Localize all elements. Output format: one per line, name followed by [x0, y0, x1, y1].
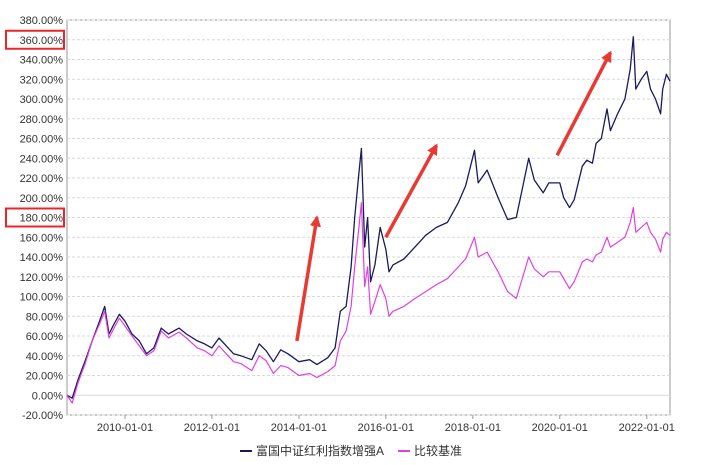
- y-tick-label: 180.00%: [20, 213, 64, 225]
- y-axis: -20.00% 0.00% 20.00% 40.00% 60.00% 80.00% 100.…: [5, 15, 65, 422]
- legend-label: 富国中证红利指数增强A: [256, 443, 384, 458]
- y-tick-label: 120.00%: [20, 272, 64, 284]
- annotation-arrow: [384, 143, 438, 239]
- x-tick-label: 2010-01-01: [97, 422, 153, 434]
- plot-area: [66, 36, 671, 404]
- highlight-box: [5, 29, 65, 50]
- annotations: [295, 50, 612, 342]
- grid-lines: [66, 19, 671, 416]
- x-axis: 2010-01-01 2012-01-01 2014-01-01 2016-01-01…: [97, 415, 675, 434]
- series-line-fund: [66, 36, 671, 399]
- y-tick-label: 20.00%: [26, 371, 64, 383]
- annotation-arrow: [295, 215, 321, 342]
- y-tick-label: 40.00%: [26, 351, 64, 363]
- y-tick-label: 300.00%: [20, 94, 64, 106]
- y-tick-label: 280.00%: [20, 114, 64, 126]
- x-tick-label: 2014-01-01: [271, 422, 327, 434]
- y-tick-label: 380.00%: [20, 15, 64, 27]
- y-tick-label: 0.00%: [32, 390, 63, 402]
- x-tick-label: 2012-01-01: [184, 422, 240, 434]
- series-line-benchmark: [66, 202, 671, 404]
- y-tick-label: 360.00%: [20, 35, 64, 47]
- y-tick-label: 200.00%: [20, 193, 64, 205]
- y-tick-label: 320.00%: [20, 74, 64, 86]
- y-tick-label: 220.00%: [20, 173, 64, 185]
- y-tick-label: 80.00%: [26, 311, 64, 323]
- legend: 富国中证红利指数增强A 比较基准: [240, 443, 462, 458]
- x-tick-label: 2016-01-01: [358, 422, 414, 434]
- y-tick-label: 340.00%: [20, 55, 64, 67]
- y-tick-label: 100.00%: [20, 292, 64, 304]
- annotation-arrow: [555, 50, 612, 157]
- legend-label: 比较基准: [414, 443, 462, 458]
- y-tick-label: 260.00%: [20, 134, 64, 146]
- x-tick-label: 2020-01-01: [532, 422, 588, 434]
- x-tick-label: 2022-01-01: [619, 422, 675, 434]
- y-tick-label: 60.00%: [26, 331, 64, 343]
- y-tick-label: -20.00%: [22, 410, 63, 422]
- y-tick-label: 140.00%: [20, 252, 64, 264]
- highlight-box: [5, 207, 65, 228]
- y-tick-label: 160.00%: [20, 232, 64, 244]
- x-tick-label: 2018-01-01: [445, 422, 501, 434]
- y-tick-label: 240.00%: [20, 153, 64, 165]
